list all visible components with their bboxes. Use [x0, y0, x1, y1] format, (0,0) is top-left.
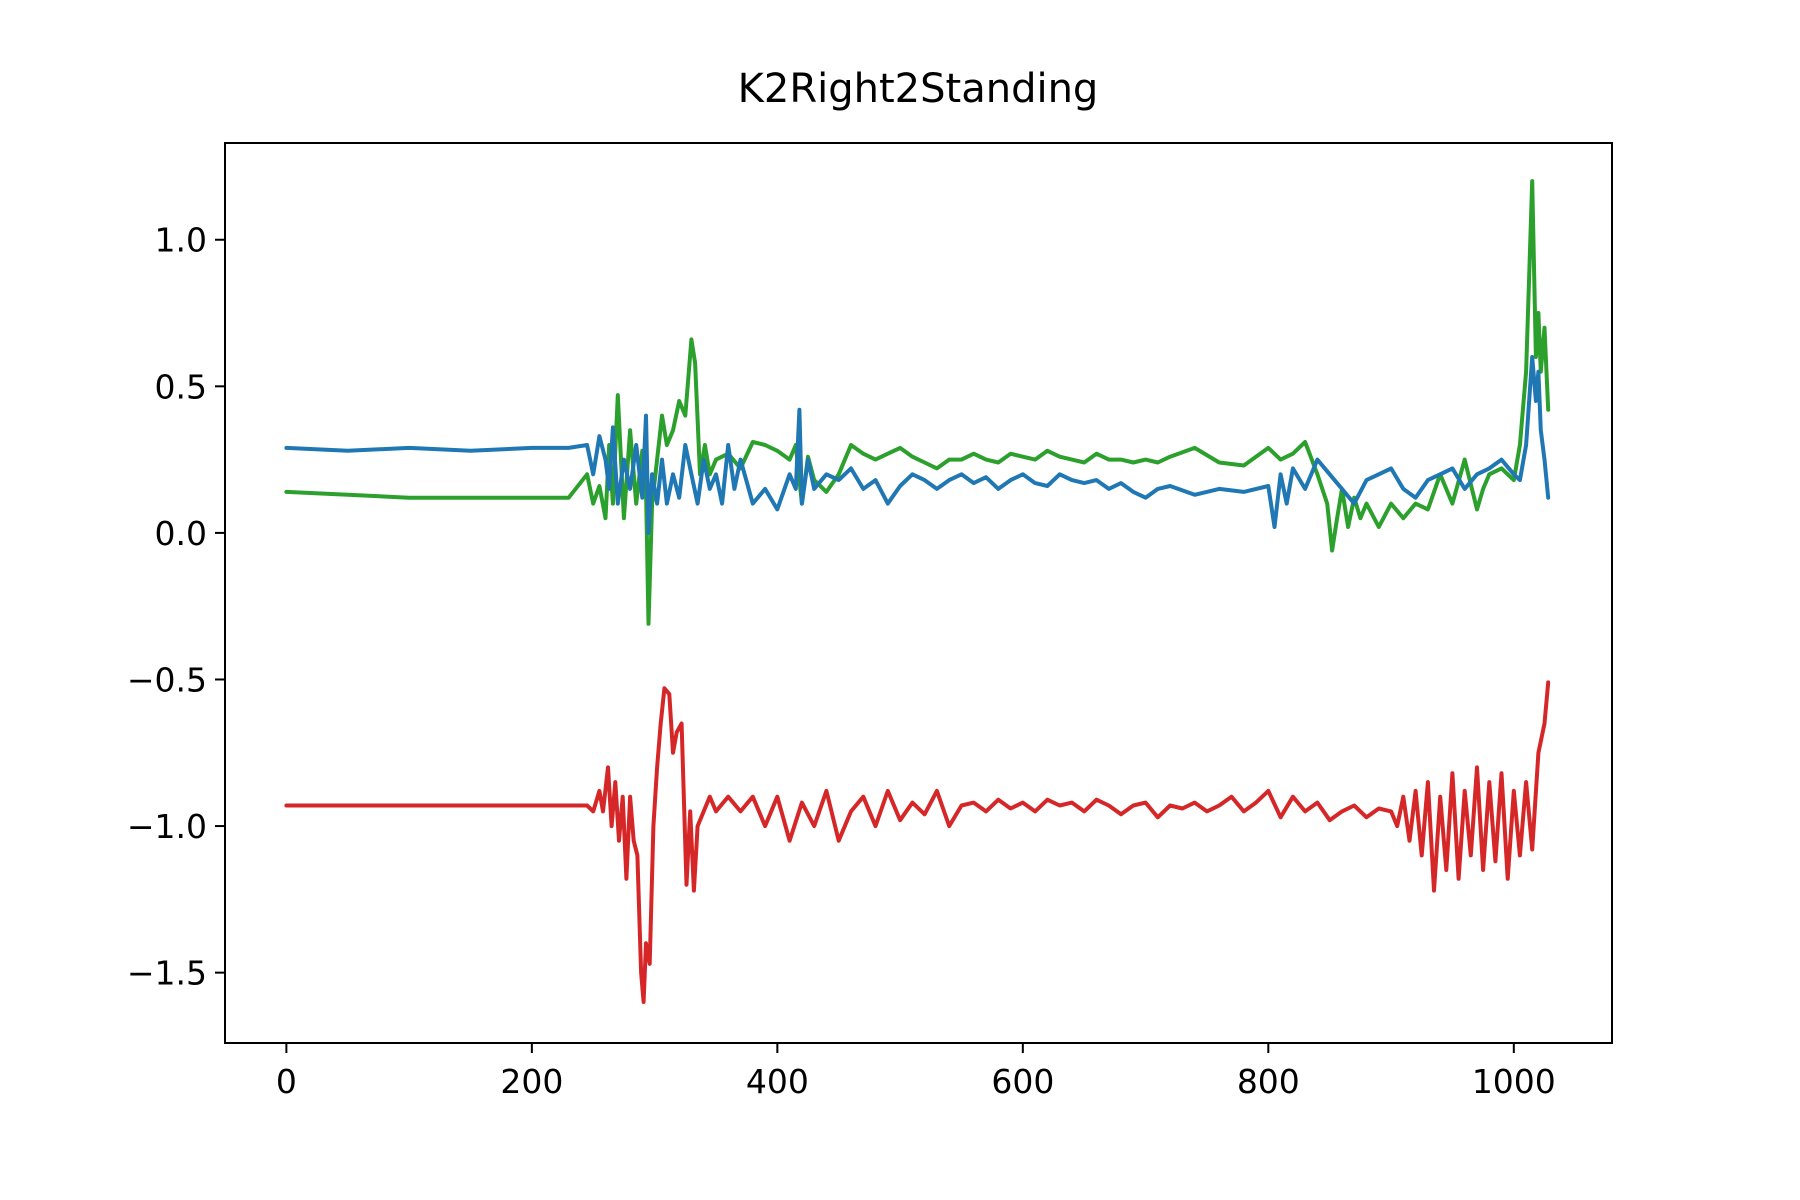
plot-frame	[224, 142, 1613, 1044]
y-tick-label: −0.5	[127, 660, 207, 699]
x-tick-label: 400	[746, 1062, 809, 1101]
y-tick-label: −1.0	[127, 807, 207, 846]
x-axis: 0 200 400 600 800 1000	[276, 1043, 1556, 1101]
y-tick-label: −1.5	[127, 954, 207, 993]
y-tick-label: 0.5	[155, 367, 207, 406]
series-line-2	[284, 680, 1551, 1004]
x-tick-label: 600	[991, 1062, 1054, 1101]
x-tick-label: 200	[500, 1062, 563, 1101]
series-layer	[284, 179, 1551, 1004]
x-tick-label: 0	[276, 1062, 297, 1101]
y-tick-label: 0.0	[155, 514, 207, 553]
y-axis: 1.0 0.5 0.0 −0.5 −1.0 −1.5	[127, 221, 225, 993]
x-tick-label: 1000	[1472, 1062, 1556, 1101]
y-tick-label: 1.0	[155, 221, 207, 260]
x-tick-label: 800	[1237, 1062, 1300, 1101]
series-line-1	[284, 355, 1551, 535]
chart-title: K2Right2Standing	[738, 66, 1099, 112]
series-line-0	[284, 179, 1551, 626]
